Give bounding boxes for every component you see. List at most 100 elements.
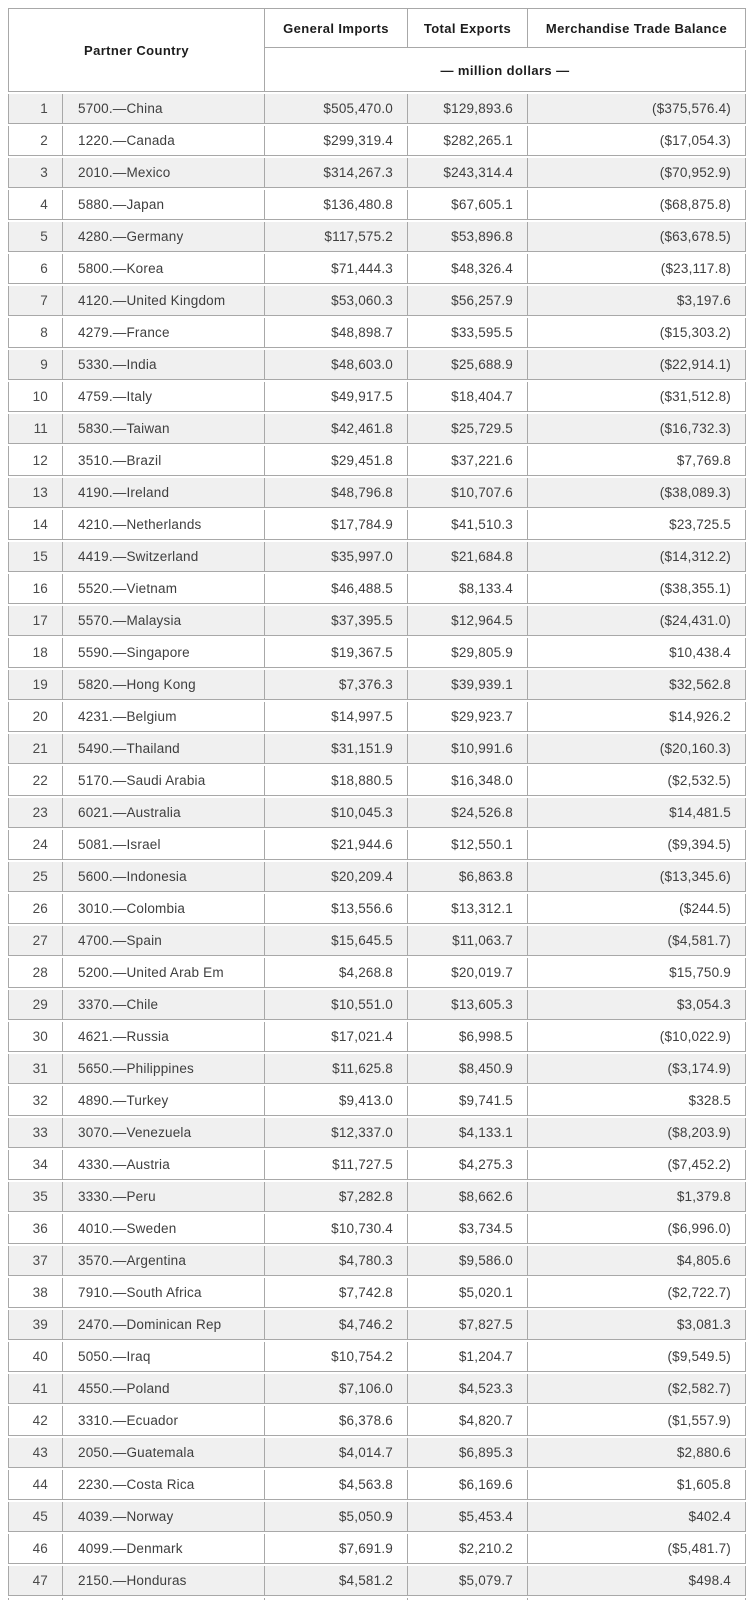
- balance-cell: ($22,914.1): [528, 350, 746, 380]
- rank-cell: 34: [8, 1150, 63, 1180]
- imports-cell: $20,209.4: [265, 862, 408, 892]
- imports-cell: $11,727.5: [265, 1150, 408, 1180]
- exports-cell: $5,020.1: [408, 1278, 528, 1308]
- table-row: 16 5520.—Vietnam $46,488.5 $8,133.4 ($38,355…: [8, 574, 746, 604]
- exports-cell: $5,453.4: [408, 1502, 528, 1532]
- imports-cell: $42,461.8: [265, 414, 408, 444]
- exports-cell: $129,893.6: [408, 94, 528, 124]
- exports-cell: $67,605.1: [408, 190, 528, 220]
- balance-cell: ($7,452.2): [528, 1150, 746, 1180]
- rank-cell: 36: [8, 1214, 63, 1244]
- table-row: 21 5490.—Thailand $31,151.9 $10,991.6 ($20,1…: [8, 734, 746, 764]
- imports-cell: $18,880.5: [265, 766, 408, 796]
- exports-cell: $12,550.1: [408, 830, 528, 860]
- table-row: 44 2230.—Costa Rica $4,563.8 $6,169.6 $1,605…: [8, 1470, 746, 1500]
- imports-cell: $10,754.2: [265, 1342, 408, 1372]
- header-row-labels: Partner Country General Imports Total Ex…: [8, 8, 746, 92]
- table-row: 30 4621.—Russia $17,021.4 $6,998.5 ($10,022.…: [8, 1022, 746, 1052]
- country-cell: 4759.—Italy: [63, 382, 265, 412]
- exports-cell: $53,896.8: [408, 222, 528, 252]
- country-cell: 5170.—Saudi Arabia: [63, 766, 265, 796]
- balance-cell: $2,880.6: [528, 1438, 746, 1468]
- imports-cell: $17,784.9: [265, 510, 408, 540]
- table-row: 27 4700.—Spain $15,645.5 $11,063.7 ($4,581.7…: [8, 926, 746, 956]
- balance-cell: ($2,722.7): [528, 1278, 746, 1308]
- exports-cell: $21,684.8: [408, 542, 528, 572]
- exports-cell: $13,605.3: [408, 990, 528, 1020]
- rank-cell: 20: [8, 702, 63, 732]
- table-row: 10 4759.—Italy $49,917.5 $18,404.7 ($31,512.…: [8, 382, 746, 412]
- balance-cell: ($68,875.8): [528, 190, 746, 220]
- table-row: 26 3010.—Colombia $13,556.6 $13,312.1 ($244.…: [8, 894, 746, 924]
- balance-cell: ($70,952.9): [528, 158, 746, 188]
- exports-cell: $8,450.9: [408, 1054, 528, 1084]
- balance-cell: $4,805.6: [528, 1246, 746, 1276]
- rank-cell: 25: [8, 862, 63, 892]
- table-row: 42 3310.—Ecuador $6,378.6 $4,820.7 ($1,557.9…: [8, 1406, 746, 1436]
- imports-cell: $10,551.0: [265, 990, 408, 1020]
- rank-cell: 3: [8, 158, 63, 188]
- country-cell: 4210.—Netherlands: [63, 510, 265, 540]
- imports-cell: $505,470.0: [265, 94, 408, 124]
- country-cell: 3570.—Argentina: [63, 1246, 265, 1276]
- exports-cell: $6,169.6: [408, 1470, 528, 1500]
- imports-cell: $299,319.4: [265, 126, 408, 156]
- exports-cell: $48,326.4: [408, 254, 528, 284]
- rank-cell: 30: [8, 1022, 63, 1052]
- table-row: 19 5820.—Hong Kong $7,376.3 $39,939.1 $32,56…: [8, 670, 746, 700]
- imports-cell: $21,944.6: [265, 830, 408, 860]
- imports-cell: $7,051.8: [265, 1598, 408, 1600]
- country-cell: 3510.—Brazil: [63, 446, 265, 476]
- exports-cell: $11,063.7: [408, 926, 528, 956]
- rank-cell: 31: [8, 1054, 63, 1084]
- rank-cell: 48: [8, 1598, 63, 1600]
- table-header: Partner Country General Imports Total Ex…: [8, 8, 746, 92]
- country-cell: 4039.—Norway: [63, 1502, 265, 1532]
- balance-cell: $1,605.8: [528, 1470, 746, 1500]
- exports-cell: $37,221.6: [408, 446, 528, 476]
- rank-cell: 24: [8, 830, 63, 860]
- rank-cell: 28: [8, 958, 63, 988]
- exports-cell: $10,707.6: [408, 478, 528, 508]
- table-row: 12 3510.—Brazil $29,451.8 $37,221.6 $7,769.8: [8, 446, 746, 476]
- country-cell: 5570.—Malaysia: [63, 606, 265, 636]
- rank-cell: 45: [8, 1502, 63, 1532]
- exports-cell: $5,079.7: [408, 1566, 528, 1596]
- table-row: 32 4890.—Turkey $9,413.0 $9,741.5 $328.5: [8, 1086, 746, 1116]
- exports-cell: $7,827.5: [408, 1310, 528, 1340]
- country-cell: 4550.—Poland: [63, 1374, 265, 1404]
- rank-cell: 33: [8, 1118, 63, 1148]
- balance-cell: $3,054.3: [528, 990, 746, 1020]
- country-cell: 7910.—South Africa: [63, 1278, 265, 1308]
- balance-cell: ($9,394.5): [528, 830, 746, 860]
- country-cell: 3330.—Peru: [63, 1182, 265, 1212]
- rank-cell: 14: [8, 510, 63, 540]
- imports-cell: $314,267.3: [265, 158, 408, 188]
- table-row: 9 5330.—India $48,603.0 $25,688.9 ($22,914.1…: [8, 350, 746, 380]
- table-row: 41 4550.—Poland $7,106.0 $4,523.3 ($2,582.7): [8, 1374, 746, 1404]
- table-row: 14 4210.—Netherlands $17,784.9 $41,510.3 $23…: [8, 510, 746, 540]
- balance-cell: ($38,089.3): [528, 478, 746, 508]
- imports-cell: $4,780.3: [265, 1246, 408, 1276]
- rank-cell: 6: [8, 254, 63, 284]
- country-cell: 5520.—Vietnam: [63, 574, 265, 604]
- country-cell: 7530.—Nigeria: [63, 1598, 265, 1600]
- exports-cell: $39,939.1: [408, 670, 528, 700]
- exports-cell: $41,510.3: [408, 510, 528, 540]
- balance-cell: $32,562.8: [528, 670, 746, 700]
- country-cell: 5880.—Japan: [63, 190, 265, 220]
- imports-cell: $15,645.5: [265, 926, 408, 956]
- exports-cell: $13,312.1: [408, 894, 528, 924]
- imports-cell: $46,488.5: [265, 574, 408, 604]
- rank-cell: 5: [8, 222, 63, 252]
- rank-cell: 40: [8, 1342, 63, 1372]
- exports-cell: $243,314.4: [408, 158, 528, 188]
- balance-cell: ($4,581.7): [528, 926, 746, 956]
- country-cell: 5590.—Singapore: [63, 638, 265, 668]
- country-cell: 4621.—Russia: [63, 1022, 265, 1052]
- balance-cell: $3,081.3: [528, 1310, 746, 1340]
- imports-cell: $5,050.9: [265, 1502, 408, 1532]
- balance-cell: ($23,117.8): [528, 254, 746, 284]
- country-cell: 4099.—Denmark: [63, 1534, 265, 1564]
- balance-cell: ($8,203.9): [528, 1118, 746, 1148]
